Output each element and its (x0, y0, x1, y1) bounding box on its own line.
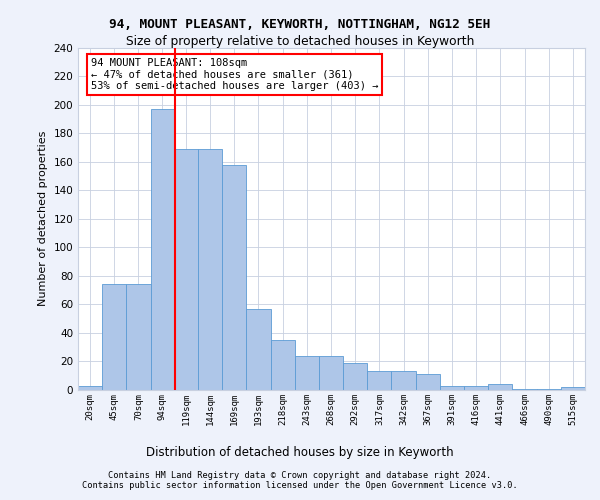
Bar (127, 284, 151, 390)
Bar (536, 388, 561, 390)
Bar (391, 372, 416, 390)
Bar (488, 384, 512, 390)
Bar (319, 356, 343, 390)
Y-axis label: Number of detached properties: Number of detached properties (38, 131, 48, 306)
Bar (222, 164, 247, 390)
Bar (295, 356, 319, 390)
Bar (174, 149, 198, 390)
Bar (102, 284, 127, 390)
Bar (416, 374, 440, 390)
Text: Contains public sector information licensed under the Open Government Licence v3: Contains public sector information licen… (82, 482, 518, 490)
Text: Size of property relative to detached houses in Keyworth: Size of property relative to detached ho… (126, 35, 474, 48)
Text: 94 MOUNT PLEASANT: 108sqm
← 47% of detached houses are smaller (361)
53% of semi: 94 MOUNT PLEASANT: 108sqm ← 47% of detac… (91, 58, 378, 91)
Bar (271, 340, 295, 390)
Bar (512, 388, 536, 390)
Text: Distribution of detached houses by size in Keyworth: Distribution of detached houses by size … (146, 446, 454, 459)
Bar (367, 372, 391, 390)
Bar (343, 363, 367, 390)
Bar (561, 387, 585, 390)
Bar (198, 149, 222, 390)
Bar (464, 386, 488, 390)
Bar (151, 109, 174, 390)
Bar (78, 386, 102, 390)
Bar (440, 386, 464, 390)
Text: 94, MOUNT PLEASANT, KEYWORTH, NOTTINGHAM, NG12 5EH: 94, MOUNT PLEASANT, KEYWORTH, NOTTINGHAM… (109, 18, 491, 30)
Text: Contains HM Land Registry data © Crown copyright and database right 2024.: Contains HM Land Registry data © Crown c… (109, 472, 491, 480)
Bar (247, 308, 271, 390)
